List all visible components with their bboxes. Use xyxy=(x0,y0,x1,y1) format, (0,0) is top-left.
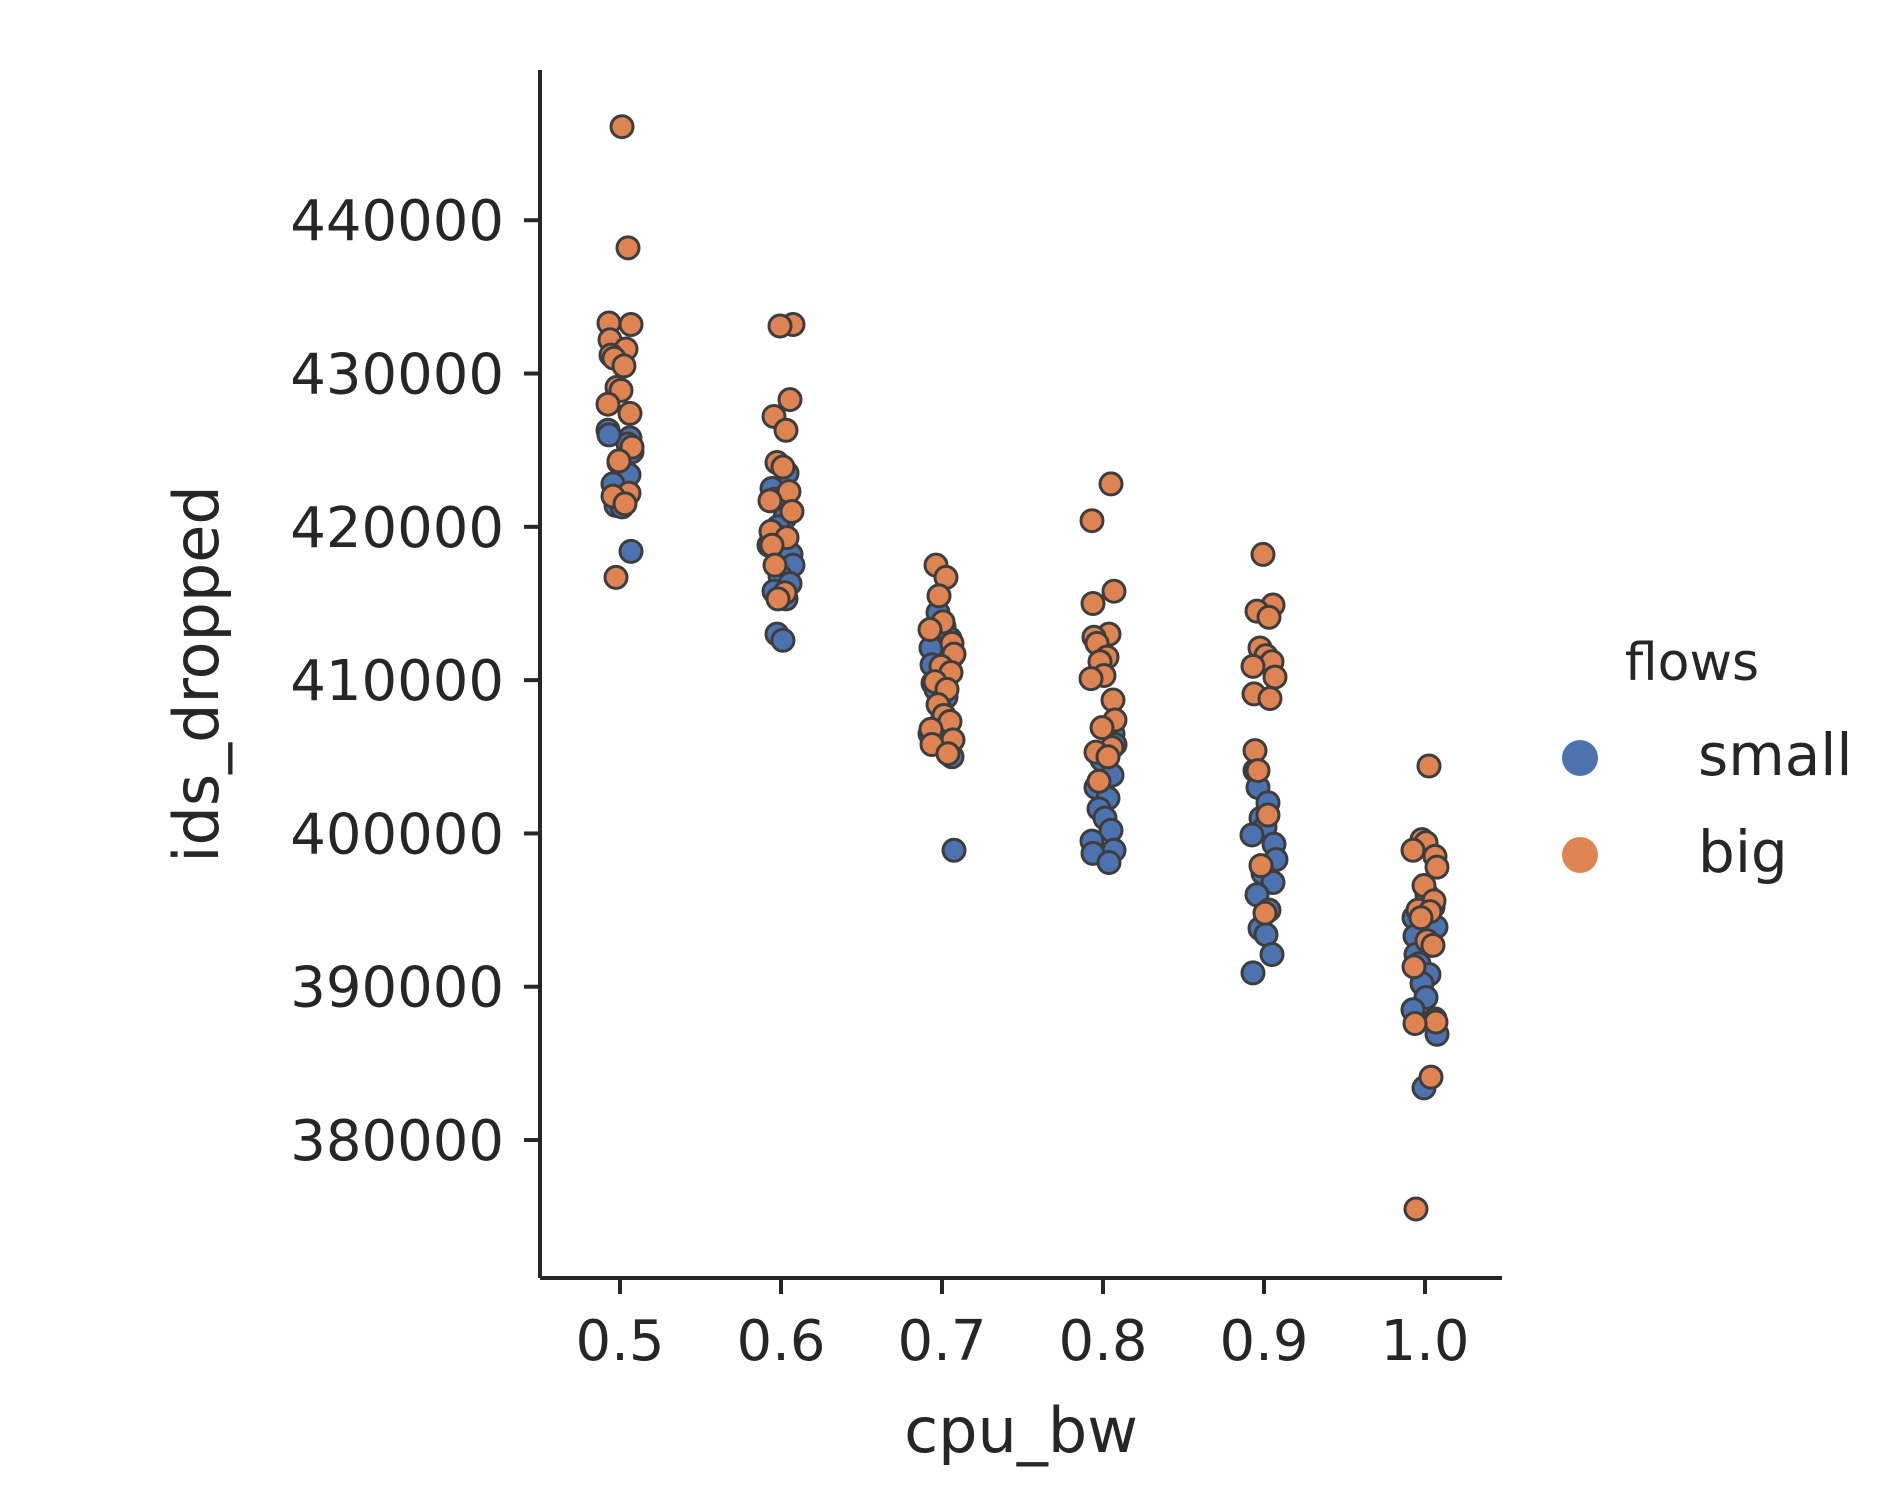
data-point-big xyxy=(1420,932,1446,958)
data-point-big xyxy=(779,499,805,525)
legend: flows small big xyxy=(1562,633,1853,886)
y-axis-ticks: 380000 390000 400000 410000 420000 430000 4400… xyxy=(290,189,540,1174)
data-point-small xyxy=(1239,822,1265,848)
data-point-big xyxy=(1256,604,1282,630)
x-tick-label: 0.6 xyxy=(736,1309,825,1374)
x-axis-title: cpu_bw xyxy=(904,1394,1138,1467)
data-point-big xyxy=(773,417,799,443)
data-points xyxy=(595,114,1450,1222)
y-tick-label: 430000 xyxy=(290,343,504,408)
data-point-big xyxy=(1424,854,1450,880)
data-point-big xyxy=(777,387,803,413)
data-point-big xyxy=(762,552,788,578)
data-point-big xyxy=(617,400,643,426)
data-point-big xyxy=(1079,508,1105,534)
data-point-big xyxy=(1402,1011,1428,1037)
x-tick-label: 0.5 xyxy=(575,1309,664,1374)
data-point-big xyxy=(618,311,644,337)
y-axis-title: ids_dropped xyxy=(160,485,233,863)
data-point-big xyxy=(917,617,943,643)
data-point-big xyxy=(1403,1196,1429,1222)
data-point-big xyxy=(615,235,641,261)
data-point-big xyxy=(1401,954,1427,980)
legend-marker-big xyxy=(1562,837,1598,873)
legend-title: flows xyxy=(1625,633,1759,693)
y-tick-label: 410000 xyxy=(290,649,504,714)
x-tick-label: 0.8 xyxy=(1058,1309,1147,1374)
y-tick-label: 400000 xyxy=(290,802,504,867)
data-point-big xyxy=(611,353,637,379)
x-axis-ticks: 0.5 0.6 0.7 0.8 0.9 1.0 xyxy=(575,1278,1470,1374)
data-point-big xyxy=(1418,1064,1444,1090)
data-point-small xyxy=(1240,960,1266,986)
data-point-big xyxy=(759,532,785,558)
data-point-big xyxy=(1098,471,1124,497)
data-point-small xyxy=(770,627,796,653)
data-point-small xyxy=(941,837,967,863)
data-point-big xyxy=(1095,744,1121,770)
data-point-big xyxy=(1255,802,1281,828)
data-point-big xyxy=(1252,900,1278,926)
data-point-big xyxy=(1245,758,1271,784)
data-point-big xyxy=(1416,753,1442,779)
legend-label-small: small xyxy=(1698,721,1853,789)
data-point-big xyxy=(1408,905,1434,931)
data-point-small xyxy=(618,538,644,564)
data-point-big xyxy=(926,583,952,609)
x-tick-label: 0.7 xyxy=(897,1309,986,1374)
data-point-big xyxy=(1242,738,1268,764)
data-point-big xyxy=(1078,666,1104,692)
data-point-big xyxy=(935,741,961,767)
legend-label-big: big xyxy=(1698,818,1788,886)
data-point-big xyxy=(1250,541,1276,567)
data-point-big xyxy=(603,564,629,590)
data-point-big xyxy=(609,114,635,140)
data-point-big xyxy=(767,313,793,339)
data-point-big xyxy=(1400,837,1426,863)
data-point-big xyxy=(1423,1009,1449,1035)
data-point-big xyxy=(1101,578,1127,604)
data-point-big xyxy=(612,491,638,517)
data-point-big xyxy=(757,488,783,514)
y-tick-label: 390000 xyxy=(290,956,504,1021)
data-point-small xyxy=(596,422,622,448)
data-point-big xyxy=(595,391,621,417)
data-point-big xyxy=(770,454,796,480)
data-point-small xyxy=(1259,942,1285,968)
y-tick-label: 420000 xyxy=(290,496,504,561)
data-point-small xyxy=(1096,850,1122,876)
data-point-big xyxy=(1080,590,1106,616)
data-point-big xyxy=(1248,853,1274,879)
x-tick-label: 0.9 xyxy=(1219,1309,1308,1374)
data-point-big xyxy=(606,448,632,474)
data-point-big xyxy=(1257,686,1283,712)
y-tick-label: 440000 xyxy=(290,189,504,254)
data-point-big xyxy=(1240,653,1266,679)
data-point-big xyxy=(1262,664,1288,690)
data-point-big xyxy=(765,586,791,612)
data-point-big xyxy=(1086,768,1112,794)
data-point-big xyxy=(1089,715,1115,741)
y-tick-label: 380000 xyxy=(290,1109,504,1174)
x-tick-label: 1.0 xyxy=(1380,1309,1469,1374)
legend-marker-small xyxy=(1562,740,1598,776)
